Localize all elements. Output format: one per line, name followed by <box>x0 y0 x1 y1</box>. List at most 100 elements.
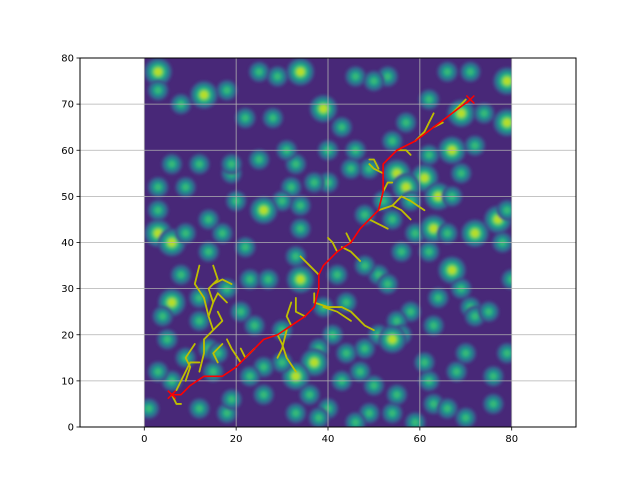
obstacle-contour <box>255 68 263 76</box>
tree-branch <box>414 112 435 142</box>
obstacle-contour <box>154 206 162 214</box>
y-tick-label: 10 <box>61 376 74 387</box>
obstacle-contour <box>389 409 396 417</box>
obstacle-contour <box>375 271 382 279</box>
tree-branch <box>212 278 233 285</box>
obstacle-contour <box>343 349 350 357</box>
obstacle-contour <box>196 160 203 168</box>
obstacle-contour <box>398 248 405 255</box>
tree-branch <box>294 296 306 318</box>
tree-branch <box>313 301 375 332</box>
obstacle-contour <box>255 156 263 163</box>
obstacle-contour <box>389 137 396 145</box>
obstacle-contour <box>292 160 300 168</box>
obstacle-contour <box>370 382 378 389</box>
obstacle-contour <box>292 372 300 380</box>
obstacle-contour <box>361 262 368 269</box>
tree-branch <box>212 343 224 364</box>
obstacle-contour <box>471 229 479 237</box>
obstacle-contour <box>260 206 268 214</box>
obstacle-contour <box>444 230 451 237</box>
obstacle-contour <box>453 368 460 375</box>
obstacle-contour <box>347 165 355 172</box>
obstacle-contour <box>154 183 162 191</box>
tree-branch <box>395 149 412 156</box>
obstacle-contour <box>467 68 474 76</box>
tree-branch <box>345 232 352 244</box>
obstacle-contour <box>366 409 373 417</box>
y-tick-label: 50 <box>61 192 74 203</box>
obstacle-contour <box>292 409 300 417</box>
x-tick-label: 80 <box>505 434 518 445</box>
obstacle-contour <box>196 405 203 412</box>
obstacle-contour <box>223 87 231 94</box>
obstacle-contour <box>260 391 267 398</box>
tree-branch <box>226 338 242 364</box>
obstacle-contour <box>237 308 244 315</box>
obstacle-contour <box>434 294 442 302</box>
path-line <box>171 98 471 396</box>
tree-branch <box>322 306 352 322</box>
y-tick-label: 40 <box>61 238 74 249</box>
obstacle-contour <box>485 308 492 315</box>
x-tick-label: 60 <box>413 434 426 445</box>
tree-branch <box>391 204 412 221</box>
obstacle-contour <box>462 349 470 357</box>
obstacle-contour <box>490 373 497 380</box>
obstacle-contour <box>168 160 176 168</box>
obstacle-contour <box>503 349 511 357</box>
obstacle-contour <box>370 77 378 85</box>
obstacle-contour <box>393 391 401 398</box>
obstacle-contour <box>315 414 323 422</box>
obstacle-contour <box>402 119 410 126</box>
obstacle-contour <box>278 359 286 366</box>
obstacle-map <box>144 58 512 427</box>
obstacle-contour <box>269 114 277 122</box>
obstacle-contour <box>448 266 456 274</box>
obstacle-contour <box>352 419 359 426</box>
obstacle-contour <box>503 77 511 85</box>
obstacle-contour <box>430 322 437 329</box>
obstacle-contour <box>457 109 465 117</box>
obstacle-contour <box>420 174 429 182</box>
obstacle-contour <box>265 276 272 283</box>
tree-branch <box>175 361 201 392</box>
y-tick-label: 70 <box>61 100 74 111</box>
tree-branch <box>276 333 297 373</box>
obstacle-contour <box>310 179 318 186</box>
y-tick-label: 20 <box>61 330 74 341</box>
obstacle-contour <box>205 248 212 255</box>
planned-path <box>167 94 475 400</box>
obstacle-contour <box>425 151 433 159</box>
tree-branch <box>368 163 385 175</box>
obstacle-contour <box>296 275 305 284</box>
obstacle-contour <box>333 271 341 279</box>
obstacle-contour <box>219 230 226 237</box>
obstacle-contour <box>154 68 162 76</box>
x-tick-label: 40 <box>322 434 335 445</box>
obstacle-contour <box>310 358 318 367</box>
obstacle-contour <box>352 73 359 80</box>
obstacle-contour <box>228 396 235 403</box>
tree-branch <box>184 343 196 382</box>
obstacle-contour <box>209 368 217 375</box>
obstacle-contour <box>319 105 328 113</box>
obstacle-contour <box>228 160 235 168</box>
obstacle-contour <box>168 298 176 307</box>
obstacle-contour <box>164 336 171 343</box>
obstacle-contour <box>412 419 419 426</box>
obstacle-contour <box>430 225 438 233</box>
tree-branch <box>285 301 293 327</box>
obstacle-contour <box>462 414 470 422</box>
x-tick-label: 0 <box>141 434 147 445</box>
obstacle-contour <box>205 216 212 223</box>
obstacle-contour <box>412 230 419 237</box>
tree-branch <box>276 329 288 359</box>
obstacle-contour <box>154 368 162 375</box>
goal-marker-stroke <box>465 94 475 105</box>
obstacle-contour <box>196 294 203 302</box>
tree-branch <box>193 264 210 318</box>
tree-branch <box>382 181 394 193</box>
tree-branch <box>299 255 320 276</box>
axis-ticks: 0 20 40 60 80 0 10 20 30 40 50 60 70 80 <box>61 54 518 446</box>
